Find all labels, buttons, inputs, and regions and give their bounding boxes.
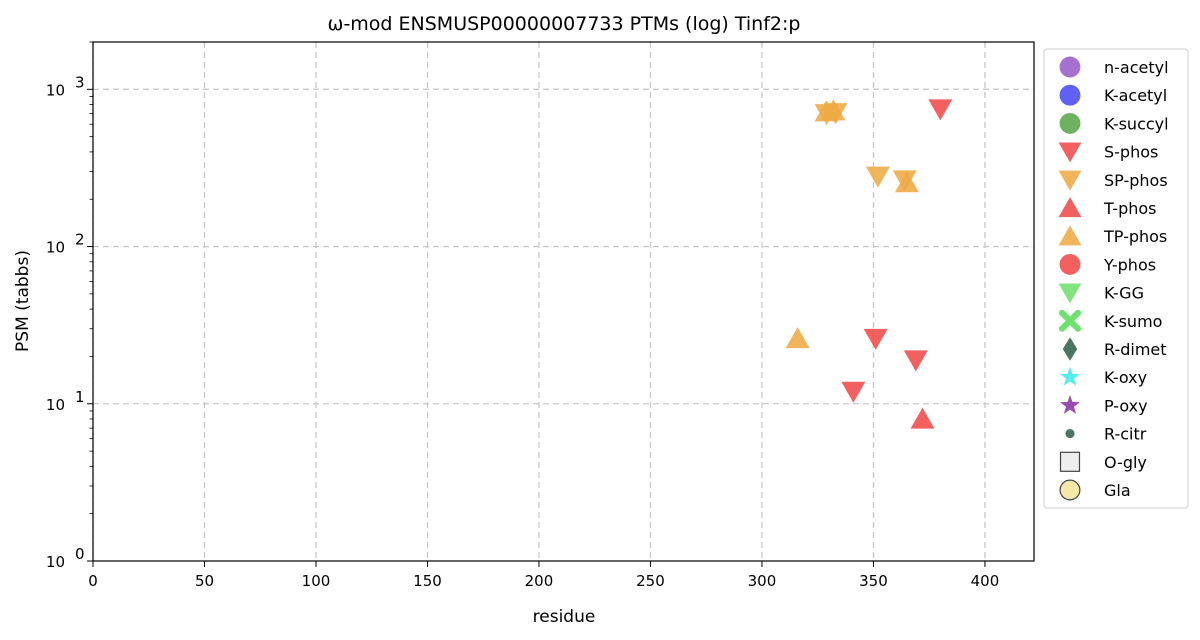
- legend-label: S-phos: [1104, 143, 1158, 162]
- y-tick-label: 10: [46, 239, 65, 257]
- data-point-s-phos: [903, 350, 928, 372]
- legend: n-acetyl K-acetyl K-succyl S-phos SP-phos T-p…: [1043, 48, 1189, 509]
- legend-marker-k-gg: [1058, 283, 1082, 304]
- legend-marker-gla: [1059, 479, 1081, 501]
- legend-label: SP-phos: [1104, 171, 1168, 190]
- x-tick-label: 350: [859, 572, 888, 590]
- legend-marker-y-phos: [1059, 253, 1081, 275]
- y-axis: 10 0 10 1 10 2 10 3: [46, 41, 93, 571]
- x-tick-label: 100: [302, 572, 331, 590]
- data-point-s-phos: [863, 328, 888, 350]
- chart-title: ω-mod ENSMUSP00000007733 PTMs (log) Tinf…: [328, 13, 801, 35]
- legend-marker-sp-phos: [1058, 170, 1082, 191]
- legend-label: K-succyl: [1104, 114, 1169, 133]
- data-point-s-phos: [841, 381, 866, 403]
- y-tick-exponent: 0: [75, 545, 85, 563]
- plot-area-frame: [92, 41, 1035, 562]
- x-tick-label: 0: [88, 572, 98, 590]
- x-tick-label: 250: [636, 572, 665, 590]
- legend-marker-o-gly: [1059, 451, 1081, 472]
- legend-marker-s-phos: [1058, 142, 1082, 163]
- x-axis: 0 50 100 150 200 250 300 350 400: [88, 561, 999, 590]
- legend-marker-n-acetyl: [1059, 56, 1081, 78]
- legend-label: K-oxy: [1104, 368, 1147, 387]
- x-tick-label: 200: [525, 572, 554, 590]
- legend-label: n-acetyl: [1104, 58, 1169, 77]
- data-point-sp-phos: [865, 166, 890, 188]
- x-tick-label: 300: [748, 572, 777, 590]
- y-tick-label: 10: [46, 396, 65, 414]
- data-point-tp-phos: [785, 327, 810, 349]
- legend-label: O-gly: [1104, 453, 1147, 472]
- legend-marker-r-citr: [1065, 429, 1075, 439]
- legend-marker-k-oxy: [1060, 366, 1080, 386]
- legend-frame: [1043, 48, 1189, 509]
- data-point-tp-phos: [821, 99, 846, 121]
- y-axis-title: PSM (tabbs): [13, 250, 33, 352]
- legend-label: Y-phos: [1103, 255, 1156, 274]
- data-point-t-phos: [910, 407, 935, 429]
- legend-label: K-acetyl: [1104, 86, 1167, 105]
- y-tick-base: 10: [46, 553, 65, 571]
- data-point-tp-phos: [894, 171, 919, 193]
- legend-label: P-oxy: [1104, 396, 1148, 415]
- data-point-s-phos: [928, 99, 953, 121]
- legend-label: R-citr: [1104, 425, 1147, 444]
- legend-label: TP-phos: [1103, 227, 1167, 246]
- legend-label: K-sumo: [1104, 312, 1162, 331]
- y-tick-base: 10: [46, 81, 65, 99]
- y-tick-exponent: 2: [75, 231, 85, 249]
- y-tick-exponent: 1: [75, 388, 85, 406]
- legend-label: R-dimet: [1104, 340, 1167, 359]
- y-tick-label: 10: [46, 553, 65, 571]
- data-points: [785, 99, 953, 429]
- legend-marker-k-sumo: [1058, 309, 1082, 332]
- x-tick-label: 50: [195, 572, 214, 590]
- legend-marker-k-acetyl: [1059, 84, 1081, 106]
- grid-lines: [92, 42, 1034, 561]
- legend-label: Gla: [1104, 481, 1131, 500]
- legend-marker-p-oxy: [1060, 394, 1080, 414]
- legend-marker-t-phos: [1058, 197, 1082, 218]
- y-tick-label: 10: [46, 81, 65, 99]
- y-tick-base: 10: [46, 239, 65, 257]
- x-axis-title: residue: [533, 607, 596, 627]
- y-tick-base: 10: [46, 396, 65, 414]
- legend-marker-k-succyl: [1059, 112, 1081, 134]
- x-tick-label: 400: [971, 572, 1000, 590]
- x-tick-label: 150: [413, 572, 442, 590]
- legend-marker-tp-phos: [1058, 225, 1082, 246]
- y-tick-exponent: 3: [75, 73, 85, 91]
- legend-label: T-phos: [1103, 199, 1157, 218]
- legend-label: K-GG: [1104, 284, 1144, 303]
- legend-marker-r-dimet: [1062, 337, 1078, 361]
